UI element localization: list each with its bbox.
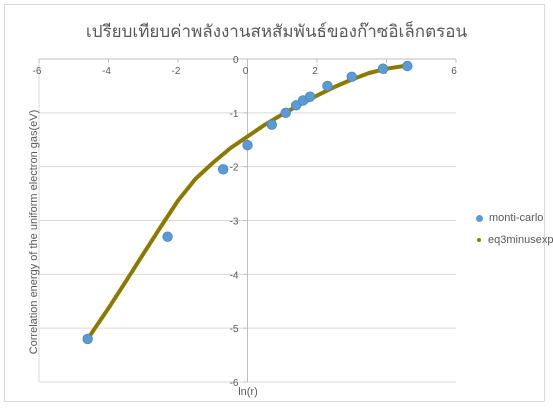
series-monti-carlo-point — [377, 63, 389, 74]
y-axis-label: Correlation energy of the uniform electr… — [28, 109, 40, 355]
legend-marker-line-icon — [477, 238, 481, 242]
series-monti-carlo-point — [402, 60, 413, 72]
series-monti-carlo-point — [162, 231, 173, 242]
legend-label: eq3minusexp — [488, 234, 553, 246]
x-tick-label: 0 — [243, 66, 249, 77]
chart-frame — [4, 4, 545, 402]
chart-title: เปรียบเทียบค่าพลังงานสหสัมพันธ์ของก๊าซอิ… — [85, 22, 468, 42]
series-monti-carlo-point — [82, 333, 93, 345]
x-tick-label: -6 — [33, 66, 42, 77]
legend: monti-carlo eq3minusexp — [476, 207, 553, 251]
y-tick-label: -5 — [230, 324, 239, 335]
series-monti-carlo-point — [322, 80, 333, 92]
x-axis-label: ln(r) — [238, 386, 258, 398]
axes — [38, 58, 457, 383]
series-monti-carlo-point — [346, 71, 357, 82]
x-tick-label: -4 — [102, 66, 111, 77]
legend-label: monti-carlo — [489, 212, 544, 224]
series-monti-carlo-point — [217, 164, 229, 175]
series-monti-carlo-point — [266, 119, 278, 130]
series-monti-carlo-point — [280, 107, 291, 119]
series-points — [82, 60, 413, 345]
series-monti-carlo-point — [304, 91, 316, 102]
y-tick-label: -4 — [230, 270, 239, 281]
y-tick-label: -1 — [230, 109, 239, 120]
y-tick-label: -2 — [230, 163, 239, 174]
x-tick-label: 6 — [451, 66, 457, 77]
x-tick-label: 2 — [312, 66, 318, 77]
legend-item-series-1: monti-carlo — [476, 207, 553, 229]
series-monti-carlo-point — [242, 139, 253, 151]
y-tick-label: -6 — [230, 378, 239, 389]
legend-marker-circle-icon — [476, 214, 483, 222]
y-tick-label: 0 — [233, 55, 239, 66]
y-tick-label: -3 — [230, 217, 239, 228]
x-tick-label: -2 — [172, 66, 181, 77]
legend-item-series-2: eq3minusexp — [476, 229, 553, 251]
tick-labels: -6-4-202460-1-2-3-4-5-6 — [33, 55, 458, 389]
